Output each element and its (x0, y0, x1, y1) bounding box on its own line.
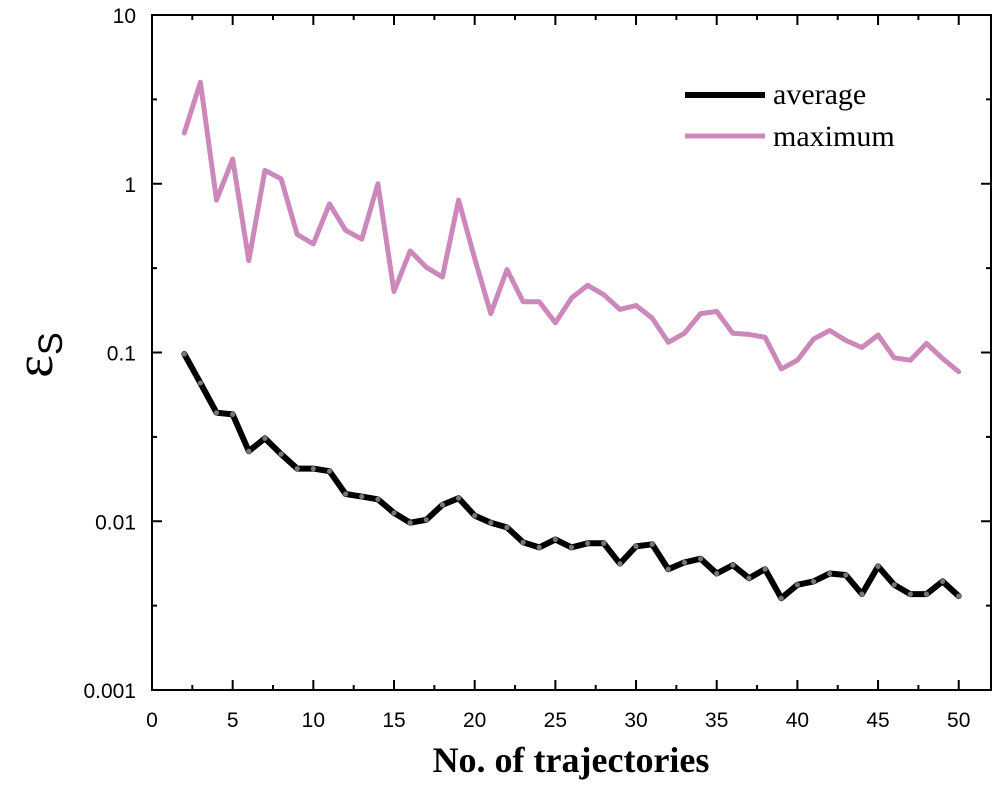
data-point-average (423, 517, 429, 523)
series-group (181, 79, 962, 602)
data-point-average (843, 572, 849, 578)
data-point-average (552, 536, 558, 543)
data-point-average (359, 493, 365, 500)
y-tick-label: 0.001 (83, 680, 136, 703)
data-point-average (246, 448, 252, 454)
data-point-average (891, 582, 897, 588)
data-point-average (665, 566, 671, 572)
data-point-average (455, 495, 462, 501)
data-point-average (568, 544, 575, 550)
series-line-average (181, 351, 962, 602)
data-point-average (278, 451, 284, 457)
data-point-average (310, 466, 316, 472)
x-tick-label: 0 (146, 709, 158, 732)
data-point-average (326, 468, 333, 474)
data-point-average (213, 410, 220, 416)
svg-text:εS: εS (4, 332, 70, 377)
data-point-average (407, 520, 413, 526)
x-tick-label: 10 (302, 709, 325, 732)
y-tick-label: 10 (113, 5, 136, 28)
legend-label-average: average (773, 78, 866, 111)
data-point-average (601, 540, 607, 546)
data-point-average (730, 562, 736, 568)
data-point-average (907, 591, 913, 597)
x-tick-label: 15 (382, 709, 405, 732)
data-point-average (197, 380, 204, 386)
data-point-average (472, 513, 478, 519)
data-point-average (923, 591, 930, 597)
x-tick-label: 25 (544, 709, 567, 732)
data-point-average (181, 351, 187, 357)
x-tick-label: 30 (624, 709, 647, 732)
data-point-average (778, 595, 784, 601)
x-tick-label: 50 (947, 709, 970, 732)
legend: average maximum (685, 78, 895, 153)
data-point-average (746, 575, 752, 581)
data-point-average (343, 491, 349, 497)
data-point-average (536, 544, 542, 550)
data-point-average (294, 466, 300, 472)
x-tick-label: 40 (786, 709, 809, 732)
data-point-average (762, 566, 768, 572)
y-tick-label: 0.1 (107, 343, 136, 366)
data-point-average (585, 540, 591, 546)
data-point-average (230, 411, 236, 417)
data-point-average (875, 563, 881, 570)
data-point-average (488, 520, 494, 526)
data-point-average (391, 510, 397, 516)
y-axis-title: εS (4, 332, 70, 377)
x-tick-label: 35 (705, 709, 728, 732)
x-tick-label: 45 (866, 709, 889, 732)
data-point-average (520, 539, 526, 545)
data-point-average (697, 556, 704, 562)
x-tick-label: 20 (463, 709, 486, 732)
data-point-average (956, 593, 962, 599)
data-point-average (681, 559, 688, 566)
data-point-average (375, 496, 381, 502)
data-point-average (504, 524, 510, 530)
data-point-average (810, 578, 817, 585)
y-axis-title-subscript: S (32, 332, 70, 355)
data-point-average (633, 543, 639, 549)
y-tick-label: 0.01 (95, 511, 136, 534)
series-line-maximum (181, 79, 962, 375)
data-point-average (827, 570, 833, 577)
data-point-average (714, 570, 720, 577)
axes-group: 0 5 10 15 20 25 30 35 40 45 50 0.001 0.01 0.1 1 10 (83, 5, 992, 732)
data-point-average (794, 582, 800, 588)
data-point-average (439, 502, 446, 508)
data-point-average (649, 541, 655, 547)
data-point-average (262, 435, 268, 441)
data-point-average (617, 561, 623, 567)
y-tick-label: 1 (124, 174, 136, 197)
legend-label-maximum: maximum (773, 120, 895, 153)
x-axis-title: No. of trajectories (433, 740, 710, 780)
x-tick-label: 5 (227, 709, 239, 732)
data-point-average (859, 591, 865, 597)
data-point-average (939, 578, 946, 585)
y-axis-title-symbol: ε (4, 355, 64, 378)
